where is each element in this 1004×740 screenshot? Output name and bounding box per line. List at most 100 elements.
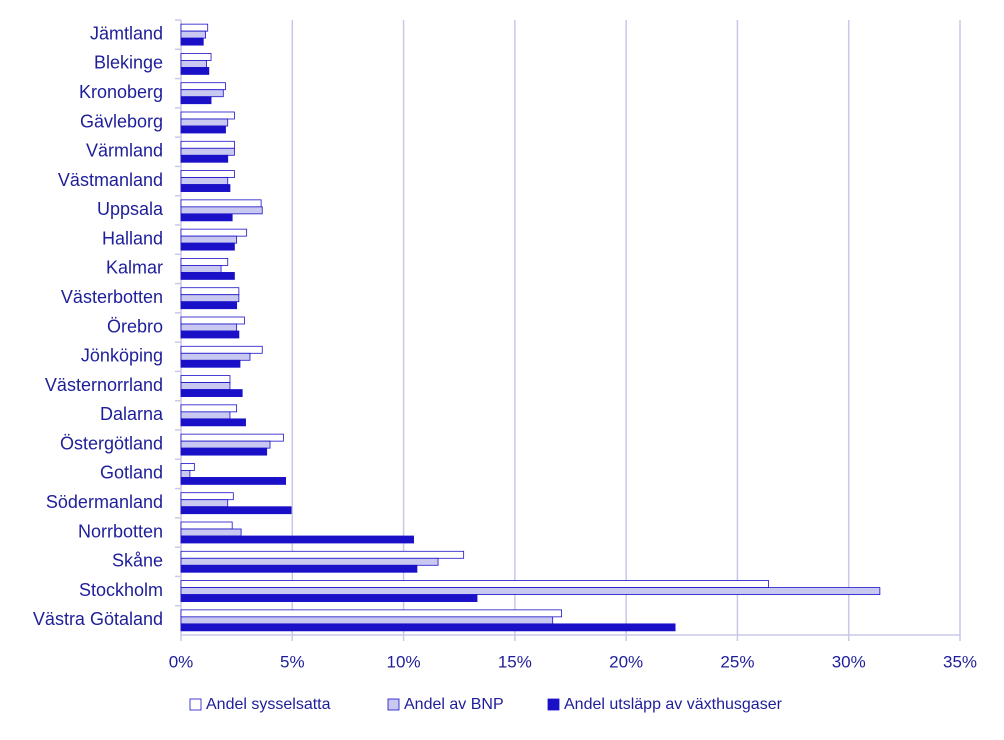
bar	[180, 352, 251, 361]
bar	[180, 477, 287, 485]
y-tick-label: Örebro	[107, 316, 163, 336]
bar	[180, 323, 238, 332]
y-tick-label: Gotland	[100, 463, 163, 483]
x-tick-label: 30%	[832, 652, 866, 671]
x-tick-label: 5%	[280, 652, 305, 671]
bar	[180, 60, 207, 68]
bar	[180, 418, 246, 427]
y-tick-label: Uppsala	[97, 199, 164, 219]
y-tick-label: Dalarna	[100, 404, 164, 424]
bar	[180, 594, 478, 602]
bar	[180, 389, 243, 397]
bar	[180, 499, 229, 508]
bar	[180, 170, 235, 178]
x-tick-label: 15%	[498, 652, 532, 671]
bar	[180, 433, 284, 442]
bar	[180, 147, 235, 156]
bar	[180, 265, 222, 273]
bar	[180, 521, 233, 530]
bar	[180, 154, 229, 163]
bar	[180, 30, 206, 39]
legend-label: Andel av BNP	[404, 696, 504, 713]
bar	[180, 184, 231, 192]
bar	[180, 258, 229, 266]
x-tick-label: 25%	[720, 652, 754, 671]
legend-label: Andel sysselsatta	[206, 696, 331, 713]
y-tick-label: Värmland	[86, 141, 163, 161]
bar	[180, 199, 262, 208]
y-tick-label: Kalmar	[106, 258, 163, 278]
y-tick-label: Jämtland	[90, 23, 163, 43]
bar	[180, 242, 235, 251]
bar	[180, 118, 229, 127]
bar	[180, 111, 235, 120]
bar	[180, 404, 238, 413]
y-tick-label: Kronoberg	[79, 82, 163, 102]
bar	[180, 96, 212, 105]
y-tick-label: Blekinge	[94, 53, 163, 73]
bar	[180, 492, 234, 501]
legend-swatch	[189, 698, 202, 711]
x-tick-label: 10%	[387, 652, 421, 671]
y-tick-label: Västernorrland	[45, 375, 163, 395]
bar	[180, 528, 242, 537]
bar	[180, 177, 229, 185]
bar	[180, 228, 248, 237]
y-tick-label: Södermanland	[46, 492, 163, 512]
y-tick-label: Skåne	[112, 551, 163, 571]
legend-swatch	[387, 698, 400, 711]
bar	[180, 564, 418, 573]
bar	[180, 206, 263, 215]
x-tick-label: 35%	[943, 652, 977, 671]
bar	[180, 345, 263, 354]
bar	[180, 470, 191, 478]
bar	[180, 213, 233, 222]
bar	[180, 382, 231, 390]
bar	[180, 53, 212, 61]
bar	[180, 359, 241, 368]
bar	[180, 140, 235, 149]
x-tick-label: 20%	[609, 652, 643, 671]
bar	[180, 411, 231, 420]
bar	[180, 125, 226, 134]
bar	[180, 316, 245, 325]
bar	[180, 550, 465, 559]
y-tick-label: Gävleborg	[80, 111, 163, 131]
bar	[180, 272, 235, 280]
y-tick-label: Västmanland	[58, 170, 163, 190]
bar	[180, 235, 238, 244]
bar	[180, 506, 292, 515]
bar	[180, 23, 209, 32]
y-tick-label: Jönköping	[81, 346, 163, 366]
bar	[180, 609, 562, 618]
y-tick-label: Norrbotten	[78, 521, 163, 541]
bar	[180, 447, 268, 456]
y-tick-label: Västerbotten	[61, 287, 163, 307]
y-tick-label: Östergötland	[60, 433, 163, 453]
bar	[180, 440, 271, 449]
bar	[180, 330, 240, 339]
bar	[180, 375, 231, 383]
bar	[180, 587, 881, 595]
y-tick-label: Stockholm	[79, 580, 163, 600]
x-tick-label: 0%	[169, 652, 194, 671]
bar	[180, 463, 195, 471]
y-tick-label: Västra Götaland	[33, 609, 163, 629]
bar	[180, 301, 238, 310]
bar	[180, 535, 414, 544]
bar	[180, 616, 554, 625]
bar	[180, 294, 240, 303]
bar	[180, 67, 210, 75]
legend-swatch	[547, 698, 560, 711]
legend-label: Andel utsläpp av växthusgaser	[564, 696, 783, 713]
bar	[180, 557, 439, 566]
bar	[180, 623, 676, 632]
bar	[180, 37, 204, 46]
y-tick-label: Halland	[102, 228, 163, 248]
bar	[180, 287, 240, 296]
bar	[180, 82, 226, 91]
bar	[180, 89, 224, 98]
bar	[180, 580, 769, 588]
